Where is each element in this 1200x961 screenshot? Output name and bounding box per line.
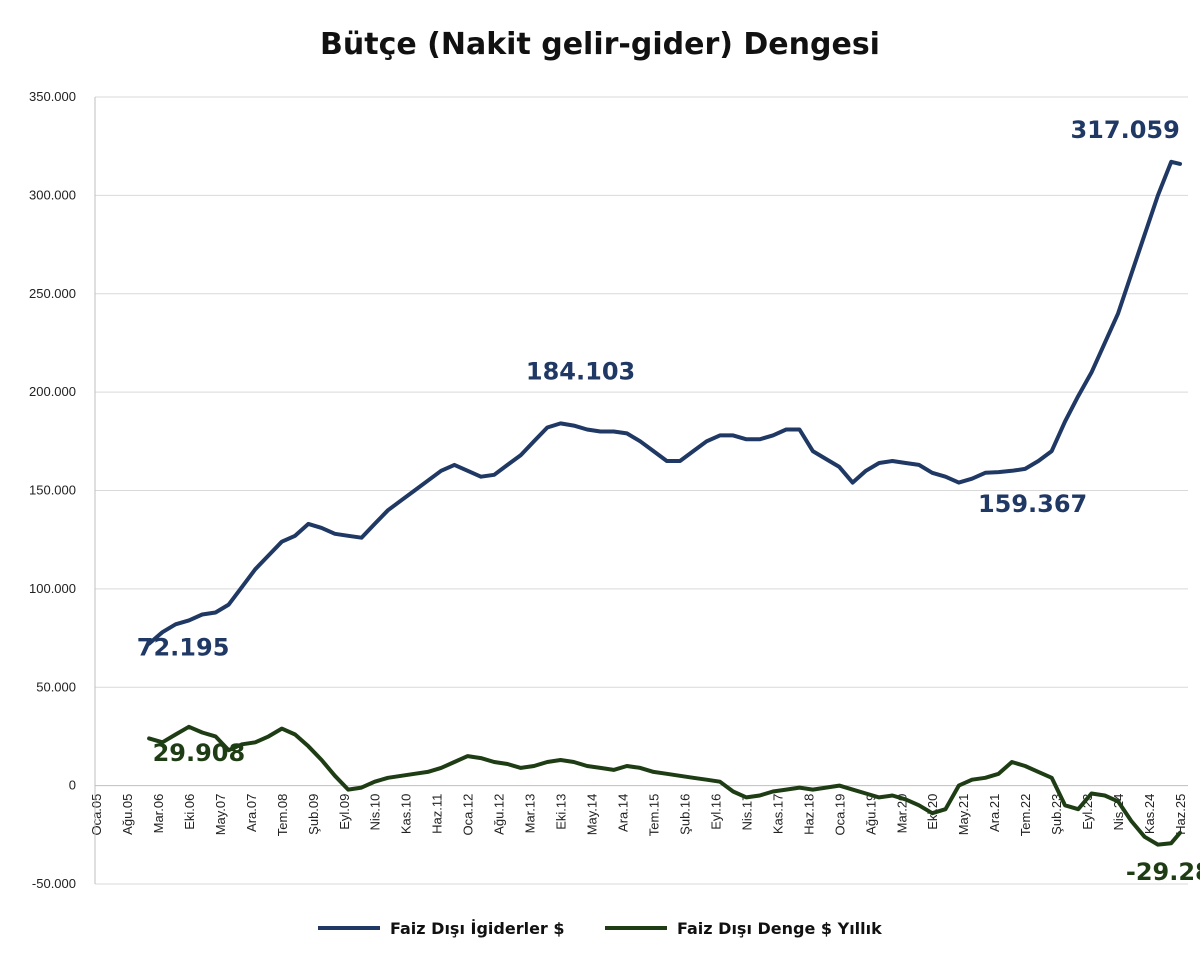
x-tick-label: Eyl.16 (708, 794, 723, 830)
data-annotations: 72.195 184.103 159.367 317.059 29.908 -29.287 (137, 116, 1200, 886)
x-tick-label: Ara.14 (616, 794, 631, 832)
y-tick-label: 300.000 (29, 187, 76, 202)
x-tick-label: Eki.06 (182, 794, 197, 830)
x-tick-label: Nis.17 (739, 794, 754, 831)
y-tick-label: 0 (69, 778, 76, 793)
x-tick-label: Eyl.09 (337, 794, 352, 830)
data-label: 317.059 (1070, 116, 1179, 144)
x-tick-label: Nis.10 (368, 794, 383, 831)
x-tick-label: Tem.15 (646, 794, 661, 837)
chart-title: Bütçe (Nakit gelir-gider) Dengesi (320, 27, 880, 62)
x-tick-label: May.21 (956, 794, 971, 836)
series-line-expenditure (147, 159, 1182, 646)
x-axis-ticks: Oca.05 Ağu.05 Mar.06 Eki.06 May.07 Ara.07 Tem.… (89, 794, 1188, 837)
x-tick-label: Haz.18 (801, 794, 816, 835)
data-label: 159.367 (978, 490, 1087, 518)
x-tick-label: May.14 (585, 794, 600, 836)
x-tick-label: Kas.17 (770, 794, 785, 834)
x-tick-label: Oca.12 (461, 794, 476, 836)
x-tick-label: Şub.09 (306, 794, 321, 835)
x-tick-label: Kas.10 (399, 794, 414, 834)
x-tick-label: Ara.21 (987, 794, 1002, 832)
y-tick-label: -50.000 (32, 876, 76, 891)
series-line-balance (147, 724, 1182, 847)
x-tick-label: Oca.19 (832, 794, 847, 836)
x-tick-label: May.07 (213, 794, 228, 836)
y-tick-label: 50.000 (36, 679, 76, 694)
x-tick-label: Haz.25 (1173, 794, 1188, 835)
x-tick-label: Tem.22 (1018, 794, 1033, 837)
x-tick-label: Kas.24 (1142, 794, 1157, 834)
data-label: 29.908 (153, 739, 246, 767)
legend: Faiz Dışı İgiderler $ Faiz Dışı Denge $ … (318, 919, 882, 938)
x-tick-label: Oca.05 (89, 794, 104, 836)
legend-label-balance: Faiz Dışı Denge $ Yıllık (677, 919, 882, 938)
data-label: -29.287 (1126, 858, 1200, 886)
x-tick-label: Ara.07 (244, 794, 259, 832)
y-axis-ticks: -50.000 0 50.000 100.000 150.000 200.000 250.0… (29, 89, 76, 891)
y-tick-label: 200.000 (29, 384, 76, 399)
y-tick-label: 250.000 (29, 286, 76, 301)
x-tick-label: Ağu.05 (120, 794, 135, 835)
x-tick-label: Şub.16 (677, 794, 692, 835)
series-lines (147, 159, 1182, 847)
x-tick-label: Şub.23 (1049, 794, 1064, 835)
y-tick-label: 100.000 (29, 581, 76, 596)
x-tick-label: Ağu.12 (492, 794, 507, 835)
x-tick-label: Eki.13 (554, 794, 569, 830)
x-tick-label: Haz.11 (430, 794, 445, 834)
x-tick-label: Nis.24 (1111, 794, 1126, 831)
y-tick-label: 350.000 (29, 89, 76, 104)
x-tick-label: Mar.06 (151, 794, 166, 834)
gridlines (95, 96, 1188, 885)
data-label: 72.195 (137, 634, 230, 662)
x-tick-label: Tem.08 (275, 794, 290, 837)
legend-label-expenditure: Faiz Dışı İgiderler $ (390, 919, 565, 938)
y-tick-label: 150.000 (29, 483, 76, 498)
data-label: 184.103 (526, 357, 635, 385)
x-tick-label: Ağu.19 (863, 794, 878, 835)
x-tick-label: Mar.13 (523, 794, 538, 834)
x-tick-label: Mar.20 (894, 794, 909, 834)
